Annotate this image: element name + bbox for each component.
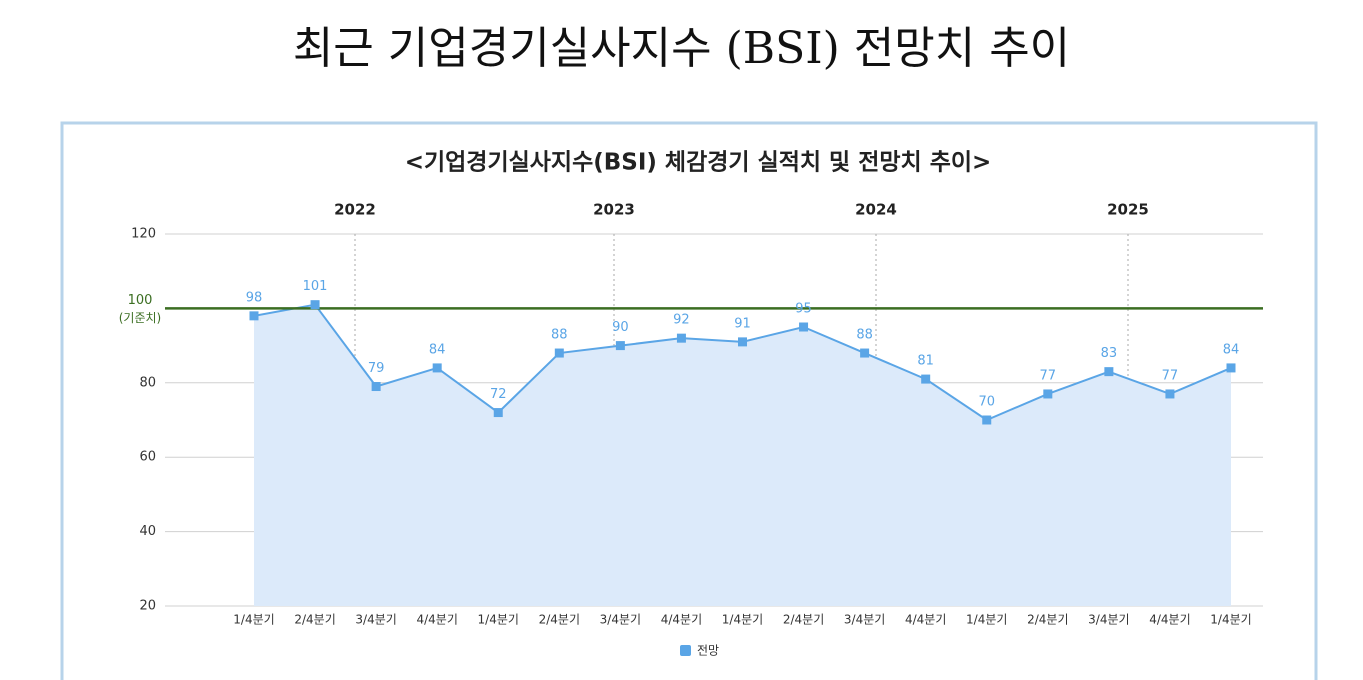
data-label: 92 <box>673 313 690 328</box>
data-label: 88 <box>551 328 568 343</box>
year-label: 2022 <box>334 201 376 219</box>
data-label: 83 <box>1101 346 1118 361</box>
point <box>1226 363 1236 373</box>
x-tick-label: 1/4분기 <box>966 613 1007 627</box>
x-tick-label: 3/4분기 <box>1088 613 1129 627</box>
area <box>254 304 1231 606</box>
point <box>493 408 503 418</box>
legend-swatch <box>680 645 691 656</box>
legend-label: 전망 <box>697 644 719 658</box>
point <box>921 374 931 384</box>
x-tick-label: 2/4분기 <box>783 613 824 627</box>
data-label: 79 <box>368 361 385 376</box>
year-label: 2024 <box>855 201 897 219</box>
point <box>371 382 381 392</box>
x-tick-label: 1/4분기 <box>722 613 763 627</box>
year-label: 2023 <box>593 201 635 219</box>
y-tick-label: 20 <box>139 599 156 614</box>
data-label: 90 <box>612 320 629 335</box>
data-label: 98 <box>246 290 263 305</box>
point <box>799 322 809 332</box>
data-label: 72 <box>490 387 507 402</box>
data-label: 77 <box>1040 368 1057 383</box>
point <box>860 348 870 358</box>
point <box>1043 389 1053 399</box>
x-tick-label: 3/4분기 <box>600 613 641 627</box>
data-label: 101 <box>303 279 328 294</box>
y-tick-label: 40 <box>139 524 156 539</box>
x-tick-label: 4/4분기 <box>416 613 457 627</box>
point <box>1104 367 1114 377</box>
point <box>554 348 564 358</box>
x-tick-label: 4/4분기 <box>905 613 946 627</box>
x-tick-label: 1/4분기 <box>478 613 519 627</box>
point <box>310 300 320 310</box>
data-label: 88 <box>856 328 873 343</box>
y-tick-label: 100 <box>128 293 153 308</box>
x-tick-label: 1/4분기 <box>1210 613 1251 627</box>
page-title: 최근 기업경기실사지수 (BSI) 전망치 추이 <box>292 23 1071 74</box>
x-tick-label: 1/4분기 <box>233 613 274 627</box>
point <box>615 341 625 351</box>
year-label: 2025 <box>1107 201 1149 219</box>
data-label: 84 <box>1223 342 1240 357</box>
x-tick-label: 3/4분기 <box>844 613 885 627</box>
x-tick-label: 2/4분기 <box>539 613 580 627</box>
point <box>1165 389 1175 399</box>
frame <box>60 121 1318 680</box>
point <box>432 363 442 373</box>
x-tick-label: 4/4분기 <box>1149 613 1190 627</box>
point <box>982 415 992 425</box>
y-tick-label: 60 <box>139 450 156 465</box>
point <box>676 333 686 343</box>
data-label: 70 <box>978 395 995 410</box>
reference-label: (기준치) <box>119 311 161 325</box>
x-tick-label: 3/4분기 <box>355 613 396 627</box>
chart-title: <기업경기실사지수(BSI) 체감경기 실적치 및 전망치 추이> <box>405 150 992 176</box>
x-tick-label: 4/4분기 <box>661 613 702 627</box>
point <box>738 337 747 347</box>
data-label: 91 <box>734 316 751 331</box>
point <box>249 311 259 321</box>
y-tick-label: 80 <box>139 375 156 390</box>
x-tick-label: 2/4분기 <box>294 613 335 627</box>
data-label: 77 <box>1162 368 1179 383</box>
x-tick-label: 2/4분기 <box>1027 613 1068 627</box>
y-tick-label: 120 <box>131 227 156 242</box>
data-label: 84 <box>429 342 446 357</box>
data-label: 81 <box>917 354 934 369</box>
data-label: 95 <box>795 302 812 317</box>
